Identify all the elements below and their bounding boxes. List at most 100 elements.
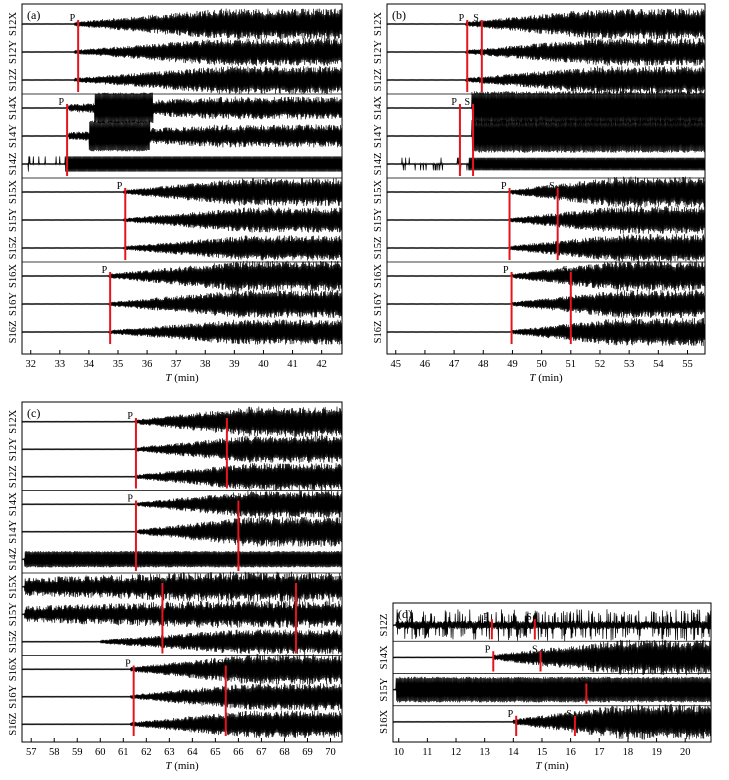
x-tick-label: 51 [566,359,577,370]
x-tick-label: 52 [595,359,606,370]
x-tick-label: 18 [623,747,634,758]
panel-label: (a) [27,8,40,22]
x-tick-label: 53 [624,359,635,370]
pick-label: P [483,612,489,623]
plot-frame [21,3,343,355]
pick-label: P [59,97,65,108]
panel-label: (c) [27,406,40,420]
x-tick-label: 14 [508,747,519,758]
channel-label: S14Y [373,124,384,148]
x-tick-label: 17 [594,747,605,758]
channel-label: S16X [379,710,390,734]
pick-label: P [154,576,160,587]
trace-s16z [386,318,706,346]
x-tick-label: 64 [187,747,198,758]
x-tick-label: 46 [420,359,431,370]
pick-label: S [566,709,572,720]
pick-label: S [287,576,293,587]
pick-label: S [465,97,471,108]
panel-label: (b) [392,8,406,22]
x-tick-label: 13 [479,747,490,758]
x-tick-label: 68 [279,747,290,758]
channel-label: S14Y [8,124,19,148]
pick-label: S [526,612,532,623]
pick-label: P [125,659,131,670]
x-tick-label: 11 [422,747,432,758]
trace-s12x [21,406,343,437]
x-tick-label: 33 [55,359,66,370]
pick-label: P [127,494,133,505]
x-tick-label: 61 [118,747,129,758]
channel-label: S16X [8,264,19,288]
x-tick-label: 67 [256,747,267,758]
channel-label: S16Z [8,321,19,344]
pick-label: S [218,411,224,422]
pick-label: P [102,265,108,276]
x-tick-label: 63 [164,747,175,758]
trace-s16x [386,260,706,292]
trace-s12z [21,66,343,94]
x-tick-label: 19 [651,747,662,758]
channel-label: S12Y [373,40,384,64]
x-tick-label: 12 [451,747,462,758]
x-tick-label: 20 [680,747,691,758]
x-tick-label: 48 [478,359,489,370]
plot-frame [21,401,343,743]
channel-label: S15Z [373,237,384,260]
x-axis-label: T (min) [535,760,569,772]
x-tick-label: 57 [26,747,37,758]
x-axis-label: T (min) [529,372,563,384]
channel-label: S16X [8,657,19,681]
trace-s14z [21,550,343,568]
channel-label: S15X [8,574,19,598]
channel-label: S16Y [8,292,19,316]
x-tick-label: 42 [316,359,327,370]
x-tick-label: 38 [200,359,211,370]
trace-s12y [21,435,343,463]
channel-label: S15Y [8,208,19,232]
trace-s12y [386,38,706,66]
panel-label: (d) [398,607,412,621]
channel-label: S12X [8,409,19,433]
trace-s16x [392,704,712,740]
trace-s16y [21,290,343,318]
x-axis-label: T (min) [165,372,199,384]
x-tick-label: 60 [95,747,106,758]
trace-s12z [21,463,343,491]
pick-label: P [508,709,514,720]
x-tick-label: 39 [229,359,240,370]
pick-label: P [127,411,133,422]
x-tick-label: 15 [537,747,548,758]
trace-s14z [386,157,706,171]
x-tick-label: 36 [142,359,153,370]
trace-s12y [21,38,343,66]
channel-label: S12Z [379,614,390,637]
trace-s15z [386,234,706,262]
trace-s16y [21,683,343,711]
channel-label: S14Z [8,153,19,176]
x-tick-label: 66 [233,747,244,758]
trace-s15y [386,206,706,234]
channel-label: S15Z [8,237,19,260]
trace-s12x [21,8,343,40]
channel-label: S16Z [373,321,384,344]
trace-s12z [392,609,712,642]
x-tick-label: 49 [507,359,518,370]
channel-label: S12X [8,12,19,36]
pick-label: S [549,181,555,192]
x-tick-label: 69 [302,747,313,758]
pick-label: S [473,13,479,24]
x-axis-label: T (min) [165,760,199,772]
channel-label: S12X [373,12,384,36]
pick-label: S [217,659,223,670]
plot-frame [386,3,706,355]
trace-s14x [21,490,343,518]
pick-label: P [485,644,491,655]
trace-s14x [386,91,706,125]
x-tick-label: 65 [210,747,221,758]
channel-label: S14Z [373,153,384,176]
x-tick-label: 59 [72,747,83,758]
trace-s16z [21,710,343,738]
x-tick-label: 62 [141,747,152,758]
